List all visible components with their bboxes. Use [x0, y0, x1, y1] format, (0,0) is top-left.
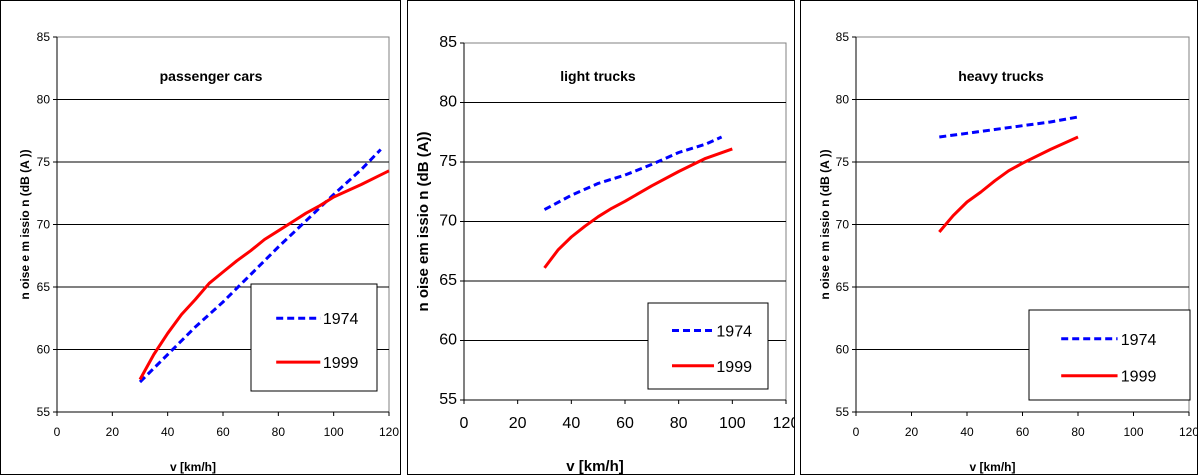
- x-tick-label: 120: [1179, 425, 1197, 439]
- chart-panel-light-trucks: 55 60 65 70 75 80 85 0 20 40 60 80 100 120 v [km/h] n o…: [407, 0, 795, 475]
- series-line-1974: [939, 115, 1079, 139]
- x-tick-label: 60: [216, 425, 230, 439]
- y-tick-label: 60: [37, 343, 51, 357]
- x-tick-label: 20: [106, 425, 120, 439]
- legend-label-1999: 1999: [716, 359, 752, 376]
- y-tick-label: 85: [37, 30, 51, 44]
- series-line-1999: [543, 147, 733, 269]
- chart-panel-passenger-cars: 55 60 65 70 75 80 85 0 20 40 60 80 100 120 v [km/h] n o…: [0, 0, 401, 475]
- x-tick-label: 60: [1016, 425, 1030, 439]
- series-line-1974: [543, 135, 723, 211]
- x-tick-label: 0: [460, 415, 469, 432]
- y-tick-label: 80: [37, 93, 51, 107]
- x-axis-label: v [km/h]: [969, 460, 1015, 474]
- chart-title: heavy trucks: [958, 68, 1044, 84]
- x-axis-label: v [km/h]: [566, 458, 624, 474]
- x-tick-label: 0: [853, 425, 860, 439]
- legend-box: [1028, 309, 1191, 401]
- x-tick-label: 40: [562, 415, 580, 432]
- y-tick-label: 70: [836, 218, 850, 232]
- y-tick-label: 80: [836, 93, 850, 107]
- x-tick-label: 0: [54, 425, 61, 439]
- x-tick-label: 80: [272, 425, 286, 439]
- chart-svg: 55 60 65 70 75 80 85 0 20 40 60 80 100 120 v [km/h] n o…: [415, 34, 794, 474]
- x-tick-label: 60: [616, 415, 634, 432]
- chart-panel-heavy-trucks: 55 60 65 70 75 80 85 0 20 40 60 80 100 120 v [km/h] n o…: [800, 0, 1198, 475]
- x-tick-label: 100: [1123, 425, 1143, 439]
- y-tick-label: 60: [439, 332, 457, 349]
- y-tick-label: 75: [439, 153, 457, 170]
- series-line-1999: [138, 169, 390, 381]
- x-tick-label: 80: [1071, 425, 1085, 439]
- chart-title: light trucks: [560, 68, 636, 84]
- y-tick-label: 70: [37, 218, 51, 232]
- y-tick-label: 70: [439, 213, 457, 230]
- y-tick-label: 85: [836, 30, 850, 44]
- legend-box: [250, 283, 378, 392]
- y-tick-label: 75: [836, 155, 850, 169]
- y-tick-label: 55: [439, 391, 457, 408]
- y-tick-label: 80: [439, 94, 457, 111]
- series-line-1999: [938, 135, 1079, 233]
- x-tick-label: 20: [905, 425, 919, 439]
- legend-label-1999: 1999: [323, 355, 359, 372]
- x-tick-label: 100: [324, 425, 344, 439]
- y-axis-label: n oise e m issio n (dB (A )): [18, 149, 32, 299]
- y-tick-label: 55: [37, 405, 51, 419]
- chart-title: passenger cars: [160, 68, 263, 84]
- legend-label-1999: 1999: [1121, 369, 1157, 386]
- legend-label-1974: 1974: [716, 324, 752, 341]
- x-tick-label: 20: [509, 415, 527, 432]
- y-axis-label: n oise em issio n (dB (A)): [415, 131, 432, 311]
- x-axis-label: v [km/h]: [170, 460, 216, 474]
- chart-svg: 55 60 65 70 75 80 85 0 20 40 60 80 100 120 v [km/h] n o…: [18, 30, 399, 474]
- x-tick-label: 120: [773, 415, 794, 432]
- x-tick-label: 40: [161, 425, 175, 439]
- x-tick-label: 120: [379, 425, 399, 439]
- legend-label-1974: 1974: [323, 311, 359, 328]
- y-tick-label: 65: [836, 280, 850, 294]
- series-line-1974: [138, 148, 382, 384]
- legend-box: [647, 302, 769, 390]
- legend-label-1974: 1974: [1121, 332, 1157, 349]
- x-tick-label: 80: [670, 415, 688, 432]
- y-tick-label: 85: [439, 34, 457, 51]
- chart-svg: 55 60 65 70 75 80 85 0 20 40 60 80 100 120 v [km/h] n o…: [818, 30, 1197, 474]
- x-tick-label: 40: [960, 425, 974, 439]
- y-tick-label: 65: [439, 272, 457, 289]
- y-tick-label: 65: [37, 280, 51, 294]
- y-tick-label: 55: [836, 405, 850, 419]
- y-tick-label: 60: [836, 343, 850, 357]
- x-tick-label: 100: [719, 415, 746, 432]
- y-axis-label: n oise e m issio n (dB (A )): [818, 149, 832, 299]
- y-tick-label: 75: [37, 155, 51, 169]
